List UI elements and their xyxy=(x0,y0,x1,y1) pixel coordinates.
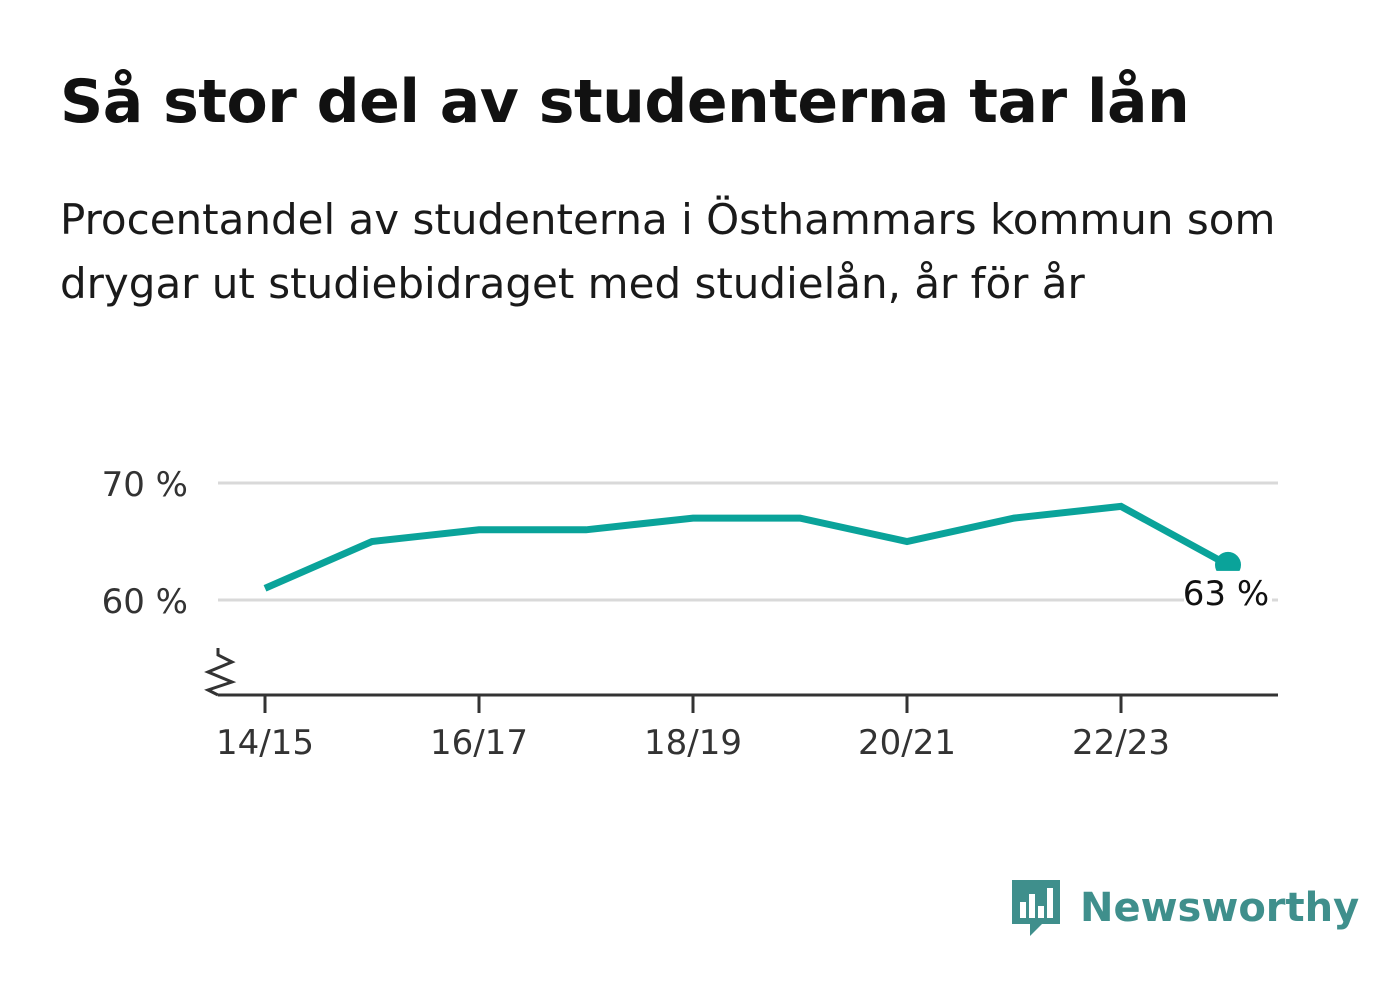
x-tick-label: 18/19 xyxy=(644,723,742,763)
y-tick-label: 60 % xyxy=(102,582,188,622)
labels: 60 % 70 % 14/15 16/17 18/19 20/21 22/23 63 % xyxy=(102,465,1272,763)
axes xyxy=(204,648,1278,713)
series-line xyxy=(263,502,1230,592)
x-tick-label: 14/15 xyxy=(216,723,314,763)
series xyxy=(263,502,1241,592)
end-value-label: 63 % xyxy=(1183,574,1269,614)
x-tick-label: 16/17 xyxy=(430,723,528,763)
y-tick-label: 70 % xyxy=(102,465,188,505)
x-tick-label: 20/21 xyxy=(858,723,956,763)
newsworthy-logo-icon xyxy=(1012,880,1060,936)
chart-subtitle: Procentandel av studenterna i Östhammars… xyxy=(60,195,1276,308)
gridlines xyxy=(218,481,1278,602)
x-tick-label: 22/23 xyxy=(1072,723,1170,763)
brand: Newsworthy xyxy=(1012,878,1359,938)
end-label-background xyxy=(1184,570,1272,615)
chart-title: Så stor del av studenterna tar lån xyxy=(60,67,1190,137)
axis-break-icon xyxy=(204,648,237,697)
brand-name: Newsworthy xyxy=(1080,885,1360,931)
